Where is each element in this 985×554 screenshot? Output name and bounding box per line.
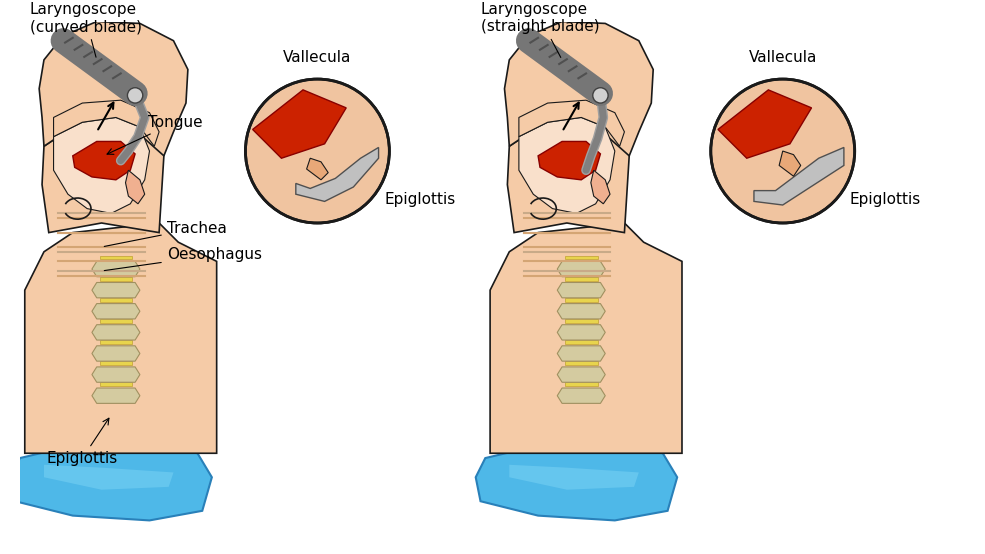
Polygon shape [558, 261, 605, 276]
Polygon shape [92, 261, 140, 276]
Polygon shape [92, 367, 140, 382]
Polygon shape [491, 223, 682, 453]
Text: Epiglottis: Epiglottis [850, 192, 921, 207]
Text: Oesophagus: Oesophagus [104, 248, 262, 270]
Polygon shape [779, 151, 801, 176]
Circle shape [245, 79, 389, 223]
Polygon shape [92, 283, 140, 298]
Polygon shape [538, 141, 601, 180]
Circle shape [593, 88, 608, 103]
Polygon shape [565, 298, 598, 302]
Polygon shape [73, 141, 135, 180]
Text: Vallecula: Vallecula [749, 50, 817, 65]
Polygon shape [718, 90, 812, 158]
Polygon shape [92, 388, 140, 403]
Polygon shape [99, 276, 132, 280]
Text: Laryngoscope
(straight blade): Laryngoscope (straight blade) [481, 2, 599, 58]
Polygon shape [565, 255, 598, 259]
Polygon shape [565, 382, 598, 386]
Polygon shape [558, 367, 605, 382]
Text: Epiglottis: Epiglottis [46, 418, 118, 466]
Polygon shape [558, 346, 605, 361]
Text: Laryngoscope
(curved blade): Laryngoscope (curved blade) [30, 2, 142, 57]
Polygon shape [99, 340, 132, 344]
Polygon shape [565, 340, 598, 344]
Circle shape [711, 79, 855, 223]
Polygon shape [99, 298, 132, 302]
Polygon shape [92, 304, 140, 319]
Polygon shape [558, 325, 605, 340]
Text: Tongue: Tongue [107, 115, 202, 155]
Text: Trachea: Trachea [104, 220, 227, 247]
Polygon shape [92, 346, 140, 361]
Polygon shape [476, 444, 678, 520]
Polygon shape [306, 158, 328, 180]
Circle shape [127, 88, 143, 103]
Polygon shape [519, 100, 624, 146]
Polygon shape [509, 465, 639, 490]
Polygon shape [565, 361, 598, 365]
Polygon shape [504, 22, 653, 156]
Polygon shape [39, 22, 188, 156]
Polygon shape [558, 283, 605, 298]
Polygon shape [507, 117, 629, 233]
Polygon shape [11, 444, 212, 520]
Polygon shape [25, 223, 217, 453]
Polygon shape [565, 276, 598, 280]
Polygon shape [53, 117, 150, 213]
Polygon shape [519, 117, 615, 213]
Polygon shape [99, 382, 132, 386]
Polygon shape [99, 319, 132, 323]
Polygon shape [558, 388, 605, 403]
Polygon shape [591, 170, 610, 204]
Polygon shape [42, 117, 164, 233]
Text: Vallecula: Vallecula [284, 50, 352, 65]
Polygon shape [558, 304, 605, 319]
Polygon shape [565, 319, 598, 323]
Polygon shape [92, 325, 140, 340]
Polygon shape [754, 147, 844, 205]
Polygon shape [99, 361, 132, 365]
Text: Epiglottis: Epiglottis [384, 192, 456, 207]
Polygon shape [296, 147, 378, 202]
Polygon shape [99, 255, 132, 259]
Polygon shape [44, 465, 173, 490]
Polygon shape [53, 100, 160, 146]
Polygon shape [252, 90, 346, 158]
Polygon shape [125, 170, 145, 204]
